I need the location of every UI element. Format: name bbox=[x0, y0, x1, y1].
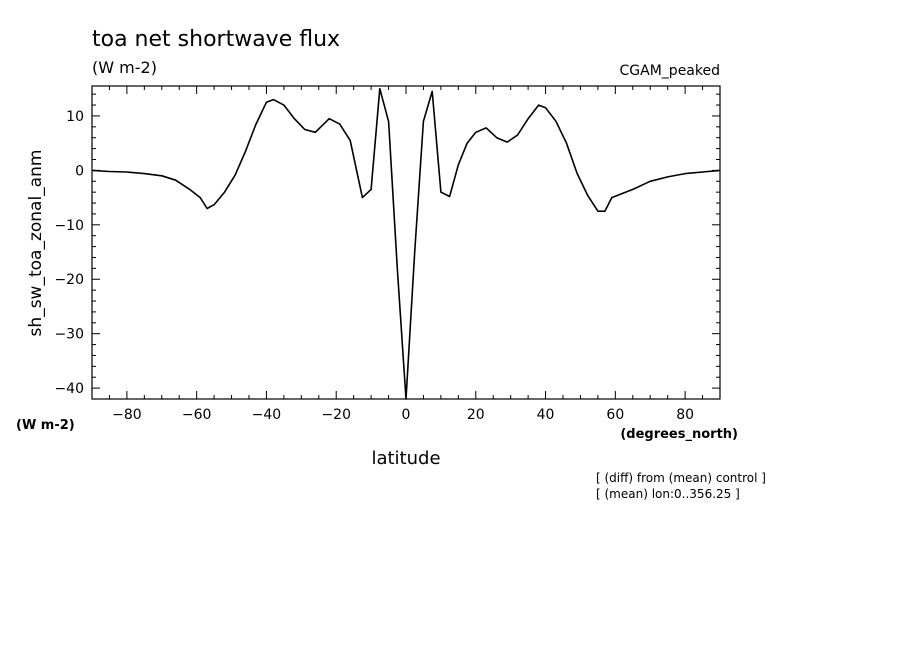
y-axis: −40 −30 −20 −10 0 10 bbox=[54, 109, 720, 397]
x-tick-label: 20 bbox=[467, 407, 485, 423]
y-tick-label: 10 bbox=[66, 109, 84, 125]
x-axis-label: latitude bbox=[371, 448, 440, 469]
x-minor-ticks bbox=[91, 86, 721, 399]
x-tick-label: 40 bbox=[537, 407, 555, 423]
x-tick-label: 60 bbox=[606, 407, 624, 423]
chart-subtitle: CGAM_peaked bbox=[620, 63, 720, 79]
x-tick-label: −60 bbox=[182, 407, 212, 423]
x-tick-label: −20 bbox=[321, 407, 351, 423]
y-tick-label: −40 bbox=[54, 381, 84, 397]
x-tick-label: −40 bbox=[252, 407, 282, 423]
chart-title: toa net shortwave flux bbox=[92, 27, 340, 52]
y-tick-label: 0 bbox=[75, 163, 84, 179]
data-series-line bbox=[91, 87, 721, 400]
x-axis-units: (degrees_north) bbox=[620, 427, 738, 442]
y-tick-label: −10 bbox=[54, 218, 84, 234]
x-axis: −80 −60 −40 −20 0 20 40 60 80 bbox=[112, 86, 694, 423]
y-axis-label: sh_sw_toa_zonal_anm bbox=[26, 150, 46, 337]
y-axis-units: (W m-2) bbox=[16, 418, 75, 433]
y-minor-ticks bbox=[92, 93, 720, 378]
x-tick-label: −80 bbox=[112, 407, 142, 423]
title-units: (W m-2) bbox=[92, 58, 157, 77]
note-mean: [ (mean) lon:0..356.25 ] bbox=[596, 487, 740, 501]
x-tick-label: 0 bbox=[402, 407, 411, 423]
plot-frame bbox=[91, 85, 721, 400]
note-diff: [ (diff) from (mean) control ] bbox=[596, 471, 766, 485]
y-tick-label: −30 bbox=[54, 327, 84, 343]
y-tick-label: −20 bbox=[54, 272, 84, 288]
x-tick-label: 80 bbox=[676, 407, 694, 423]
